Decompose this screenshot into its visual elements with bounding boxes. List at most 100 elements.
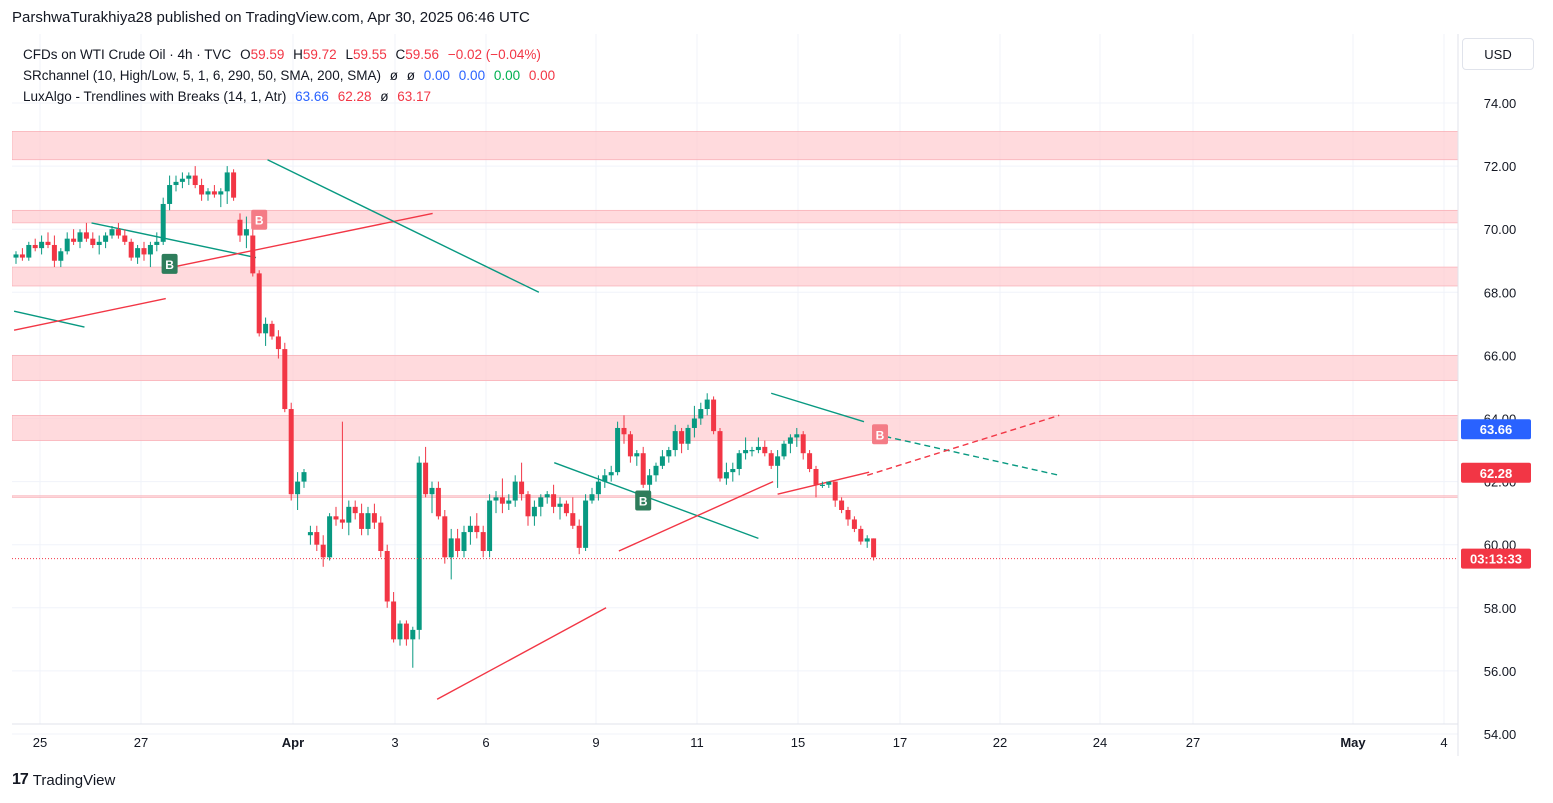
- candle-body: [19, 254, 25, 258]
- price-tick-label: 54.00: [1484, 727, 1517, 742]
- resistance-trendline: [267, 159, 540, 293]
- candle-body: [327, 516, 333, 558]
- support-trendline: [866, 414, 1060, 476]
- sr-zone: [12, 355, 1459, 381]
- candle-body: [429, 487, 435, 495]
- candle-body: [403, 623, 409, 640]
- candle-body: [314, 532, 320, 545]
- legend-high-label: H: [293, 47, 303, 62]
- signal-marker[interactable]: [872, 424, 888, 445]
- candle-body: [832, 481, 838, 501]
- candle-body: [147, 244, 153, 255]
- candle-body: [384, 551, 390, 602]
- time-tick-label: May: [1340, 735, 1366, 750]
- candle-body: [218, 191, 224, 195]
- signal-label: B: [639, 495, 648, 509]
- candle-body: [26, 244, 32, 258]
- candle-body: [378, 522, 384, 552]
- candle-body: [256, 273, 262, 334]
- candle-body: [135, 248, 141, 258]
- candle-body: [186, 175, 192, 179]
- price-tick-label: 58.00: [1484, 601, 1517, 616]
- candle-body: [192, 175, 198, 186]
- candle-body: [160, 203, 166, 242]
- candle-body: [58, 251, 64, 261]
- resistance-trendline: [770, 392, 865, 423]
- legend-symbol-row[interactable]: CFDs on WTI Crude Oil · 4h · TVC O59.59 …: [23, 44, 555, 65]
- legend-change: −0.02 (−0.04%): [447, 47, 541, 62]
- candle-body: [269, 323, 275, 337]
- candle-body: [167, 185, 173, 204]
- countdown-label: 03:13:33: [1470, 552, 1522, 567]
- candle-body: [807, 453, 813, 469]
- candle-body: [602, 475, 608, 482]
- time-tick-label: 17: [893, 735, 907, 750]
- candle-body: [615, 427, 621, 473]
- srchannel-name: SRchannel (10, High/Low, 5, 1, 6, 290, 5…: [23, 68, 381, 83]
- candle-body: [442, 516, 448, 558]
- chart-area[interactable]: BBBB74.0072.0070.0068.0066.0064.0062.006…: [12, 34, 1531, 756]
- candle-body: [391, 601, 397, 640]
- candle-body: [45, 241, 51, 245]
- currency-button[interactable]: USD: [1462, 38, 1534, 70]
- candle-body: [679, 431, 685, 444]
- legend-close-label: C: [395, 47, 406, 62]
- candle-body: [231, 172, 237, 198]
- legend-low-label: L: [345, 47, 353, 62]
- candle-body: [199, 185, 205, 195]
- candle-body: [90, 238, 96, 245]
- candle-body: [13, 254, 19, 258]
- candle-body: [128, 241, 134, 258]
- candle-body: [787, 437, 793, 444]
- candle-body: [282, 349, 288, 410]
- signal-marker[interactable]: [161, 253, 178, 274]
- candle-body: [698, 409, 704, 419]
- candle-body: [666, 450, 672, 457]
- candle-body: [768, 453, 774, 466]
- candle-body: [685, 427, 691, 444]
- candlestick-chart[interactable]: BBBB74.0072.0070.0068.0066.0064.0062.006…: [12, 34, 1552, 756]
- candle-body: [672, 431, 678, 451]
- candle-body: [365, 513, 371, 529]
- luxalgo-value-4: 63.17: [397, 89, 432, 104]
- candle-body: [647, 475, 653, 485]
- candle-body: [51, 244, 57, 261]
- signal-marker[interactable]: [635, 490, 652, 511]
- time-tick-label: 24: [1093, 735, 1107, 750]
- srchannel-value-6: 0.00: [528, 68, 556, 83]
- legend-low: 59.55: [352, 47, 387, 62]
- time-tick-label: 4: [1440, 735, 1447, 750]
- srchannel-value-1: ø: [389, 68, 398, 83]
- candle-body: [179, 178, 185, 182]
- candle-body: [519, 481, 525, 495]
- chart-legend: CFDs on WTI Crude Oil · 4h · TVC O59.59 …: [23, 44, 555, 107]
- resistance-trendline: [91, 222, 257, 259]
- time-tick-label: 27: [1186, 735, 1200, 750]
- candle-body: [704, 399, 710, 410]
- support-trendline: [172, 212, 433, 268]
- signal-marker[interactable]: [251, 209, 268, 230]
- candle-body: [653, 465, 659, 476]
- candle-body: [307, 532, 313, 536]
- legend-luxalgo-row[interactable]: LuxAlgo - Trendlines with Breaks (14, 1,…: [23, 86, 555, 107]
- sr-zone: [12, 266, 1459, 287]
- candle-body: [691, 418, 697, 428]
- candle-body: [39, 241, 45, 249]
- signal-label: B: [255, 214, 264, 228]
- candle-body: [423, 462, 429, 495]
- time-tick-label: 9: [592, 735, 599, 750]
- candle-body: [563, 503, 569, 514]
- candle-body: [467, 525, 473, 533]
- candle-body: [461, 532, 467, 552]
- candle-body: [570, 513, 576, 526]
- candle-body: [359, 513, 365, 529]
- candle-body: [115, 229, 121, 236]
- legend-srchannel-row[interactable]: SRchannel (10, High/Low, 5, 1, 6, 290, 5…: [23, 65, 555, 86]
- candle-body: [211, 191, 217, 195]
- legend-symbol-name: CFDs on WTI Crude Oil · 4h · TVC: [23, 47, 232, 62]
- candle-body: [122, 235, 128, 242]
- srchannel-value-5: 0.00: [493, 68, 521, 83]
- candle-body: [858, 528, 864, 542]
- candle-body: [410, 629, 416, 640]
- tradingview-footer[interactable]: 17 TradingView: [12, 771, 115, 789]
